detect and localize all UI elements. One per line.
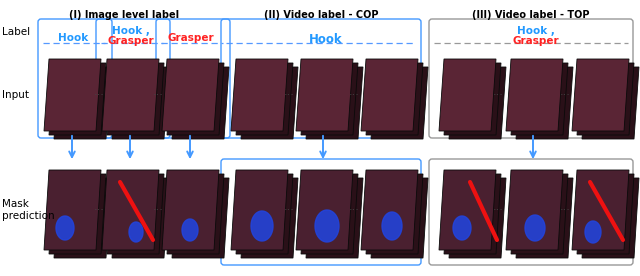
Polygon shape: [449, 178, 506, 258]
Text: ···: ···: [152, 90, 163, 100]
Text: Grasper: Grasper: [108, 36, 154, 46]
Polygon shape: [371, 67, 428, 139]
Polygon shape: [102, 59, 159, 131]
Text: ···: ···: [93, 90, 104, 100]
Polygon shape: [44, 59, 101, 131]
Polygon shape: [315, 210, 339, 242]
Text: Hook: Hook: [58, 33, 88, 43]
Text: ···: ···: [493, 90, 504, 100]
Polygon shape: [231, 59, 288, 131]
Polygon shape: [301, 174, 358, 254]
Text: Grasper: Grasper: [513, 36, 559, 46]
Polygon shape: [107, 174, 164, 254]
Polygon shape: [366, 174, 423, 254]
Polygon shape: [172, 178, 229, 258]
Polygon shape: [516, 67, 573, 139]
Text: Input: Input: [2, 90, 29, 100]
Polygon shape: [439, 170, 496, 250]
Polygon shape: [585, 221, 601, 243]
Text: ···: ···: [284, 205, 295, 215]
Text: (III) Video label - TOP: (III) Video label - TOP: [472, 10, 589, 20]
Polygon shape: [231, 170, 288, 250]
Polygon shape: [449, 67, 506, 139]
Polygon shape: [241, 178, 298, 258]
Text: Hook ,: Hook ,: [517, 26, 555, 36]
Polygon shape: [572, 59, 629, 131]
Polygon shape: [236, 174, 293, 254]
Polygon shape: [54, 67, 111, 139]
Polygon shape: [511, 174, 568, 254]
Polygon shape: [236, 63, 293, 135]
Polygon shape: [182, 219, 198, 241]
Polygon shape: [44, 170, 101, 250]
Polygon shape: [306, 67, 363, 139]
Polygon shape: [582, 67, 639, 139]
Polygon shape: [296, 59, 353, 131]
Polygon shape: [54, 178, 111, 258]
Polygon shape: [306, 178, 363, 258]
Text: (II) Video label - COP: (II) Video label - COP: [264, 10, 378, 20]
Text: ···: ···: [284, 90, 295, 100]
Polygon shape: [162, 59, 219, 131]
Text: Hook ,: Hook ,: [112, 26, 150, 36]
Polygon shape: [439, 59, 496, 131]
Text: Label: Label: [2, 27, 30, 37]
Polygon shape: [444, 63, 501, 135]
Polygon shape: [112, 178, 169, 258]
Polygon shape: [296, 170, 353, 250]
Polygon shape: [444, 174, 501, 254]
Text: Grasper: Grasper: [168, 33, 214, 43]
Polygon shape: [129, 222, 143, 242]
Polygon shape: [577, 174, 634, 254]
Polygon shape: [167, 63, 224, 135]
Polygon shape: [56, 216, 74, 240]
Polygon shape: [167, 174, 224, 254]
Polygon shape: [572, 170, 629, 250]
Polygon shape: [49, 63, 106, 135]
Polygon shape: [371, 178, 428, 258]
Polygon shape: [361, 59, 418, 131]
Polygon shape: [577, 63, 634, 135]
Polygon shape: [582, 178, 639, 258]
Polygon shape: [102, 170, 159, 250]
Text: ···: ···: [493, 205, 504, 215]
Polygon shape: [382, 212, 402, 240]
Polygon shape: [172, 67, 229, 139]
Text: ···: ···: [349, 90, 360, 100]
Text: ···: ···: [93, 205, 104, 215]
Polygon shape: [525, 215, 545, 241]
Polygon shape: [361, 170, 418, 250]
Text: (I) Image level label: (I) Image level label: [69, 10, 179, 20]
Text: ···: ···: [559, 205, 570, 215]
Polygon shape: [112, 67, 169, 139]
Polygon shape: [162, 170, 219, 250]
Text: ···: ···: [559, 90, 570, 100]
Polygon shape: [366, 63, 423, 135]
Text: ···: ···: [349, 205, 360, 215]
Polygon shape: [506, 59, 563, 131]
Polygon shape: [241, 67, 298, 139]
Polygon shape: [301, 63, 358, 135]
Polygon shape: [511, 63, 568, 135]
Polygon shape: [516, 178, 573, 258]
Polygon shape: [49, 174, 106, 254]
Polygon shape: [453, 216, 471, 240]
Text: Mask
prediction: Mask prediction: [2, 199, 54, 221]
Polygon shape: [506, 170, 563, 250]
Polygon shape: [107, 63, 164, 135]
Polygon shape: [251, 211, 273, 241]
Text: ···: ···: [152, 205, 163, 215]
Text: Hook: Hook: [309, 33, 343, 46]
